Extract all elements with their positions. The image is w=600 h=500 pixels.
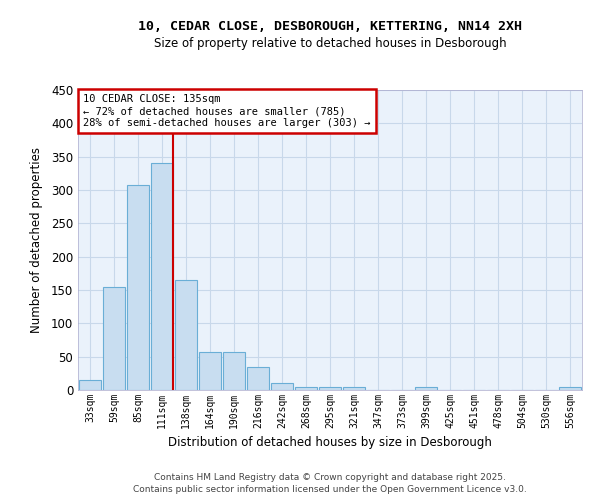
- Y-axis label: Number of detached properties: Number of detached properties: [29, 147, 43, 333]
- Bar: [79, 380, 101, 390]
- Bar: [127, 184, 149, 390]
- Text: 10, CEDAR CLOSE, DESBOROUGH, KETTERING, NN14 2XH: 10, CEDAR CLOSE, DESBOROUGH, KETTERING, …: [138, 20, 522, 33]
- Bar: [295, 386, 317, 390]
- Bar: [199, 352, 221, 390]
- X-axis label: Distribution of detached houses by size in Desborough: Distribution of detached houses by size …: [168, 436, 492, 450]
- Text: Contains public sector information licensed under the Open Government Licence v3: Contains public sector information licen…: [133, 485, 527, 494]
- Bar: [175, 280, 197, 390]
- Bar: [151, 164, 173, 390]
- Bar: [415, 388, 437, 390]
- Bar: [271, 384, 293, 390]
- Text: 10 CEDAR CLOSE: 135sqm
← 72% of detached houses are smaller (785)
28% of semi-de: 10 CEDAR CLOSE: 135sqm ← 72% of detached…: [83, 94, 371, 128]
- Bar: [103, 286, 125, 390]
- Text: Size of property relative to detached houses in Desborough: Size of property relative to detached ho…: [154, 38, 506, 51]
- Bar: [343, 388, 365, 390]
- Bar: [319, 388, 341, 390]
- Text: Contains HM Land Registry data © Crown copyright and database right 2025.: Contains HM Land Registry data © Crown c…: [154, 474, 506, 482]
- Bar: [247, 366, 269, 390]
- Bar: [559, 388, 581, 390]
- Bar: [223, 352, 245, 390]
